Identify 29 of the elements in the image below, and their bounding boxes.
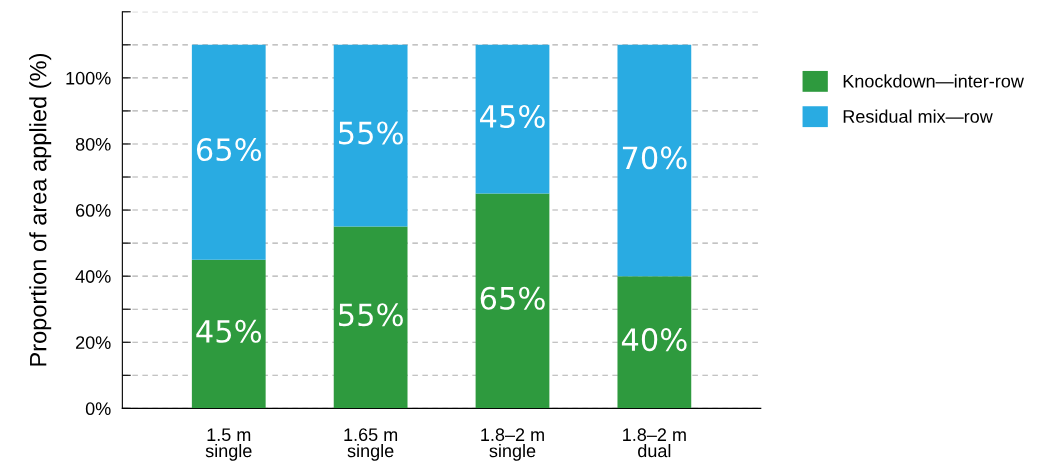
bar <box>333 226 408 409</box>
x-tick-label: 1.5 m single <box>205 428 252 461</box>
legend-label: Residual mix—row <box>843 109 993 123</box>
bar <box>475 44 550 194</box>
x-tick-label: 1.65 m single <box>344 428 398 461</box>
y-tick-label: 0% <box>85 402 111 416</box>
y-axis-title: Proportion of area applied (%) <box>29 54 52 366</box>
data-label: 45% <box>196 319 262 343</box>
data-label: 55% <box>339 121 403 145</box>
bar <box>333 44 408 227</box>
y-tick-label: 20% <box>76 336 111 349</box>
data-label: 40% <box>621 328 687 352</box>
bar <box>617 44 692 277</box>
bar <box>617 276 692 409</box>
legend-label: Knockdown—inter-row <box>843 74 1024 88</box>
bar <box>191 44 266 260</box>
bar <box>475 193 550 409</box>
x-tick-label: 1.8–2 m single <box>481 428 544 461</box>
data-label: 55% <box>339 303 403 327</box>
y-tick-label: 80% <box>75 137 111 151</box>
x-tick-label: 1.8–2 m dual <box>623 428 686 458</box>
y-tick-label: 100% <box>66 71 111 85</box>
data-label: 65% <box>480 286 545 310</box>
data-label: 45% <box>480 104 545 129</box>
y-tick-label: 60% <box>76 204 111 217</box>
data-label: 70% <box>622 146 687 170</box>
y-tick-label: 40% <box>75 270 111 283</box>
data-label: 65% <box>196 137 262 162</box>
bar <box>191 259 266 409</box>
